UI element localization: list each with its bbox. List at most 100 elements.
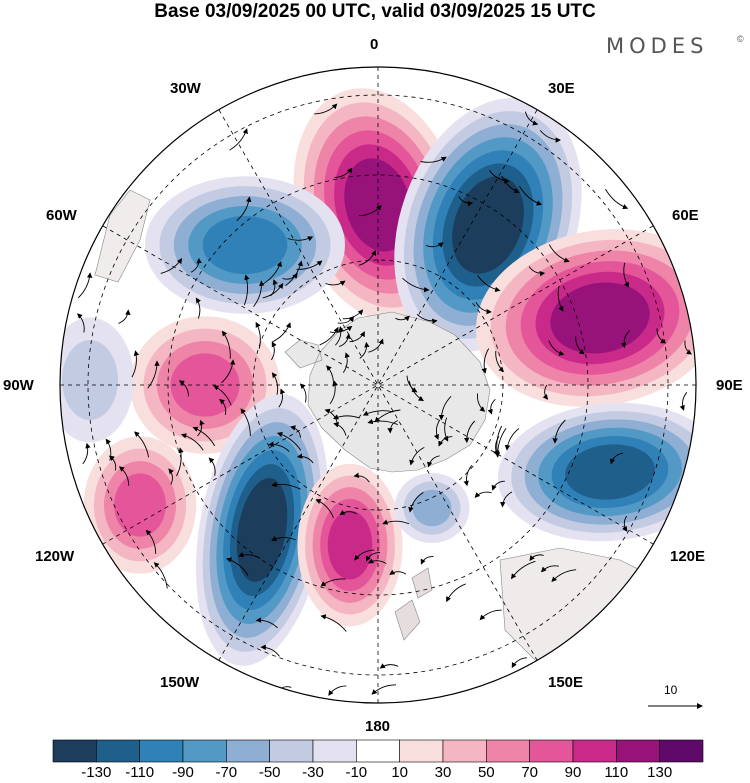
wind-vector [504,428,520,451]
wind-vector [387,420,399,434]
wind-vector [271,372,279,395]
wind-vector [495,350,505,373]
wind-vector [684,340,693,355]
wind-vector [620,330,631,349]
wind-vector [240,408,251,437]
wind-vector [276,431,302,451]
south-america-tip [94,189,151,283]
anomaly-band [550,282,650,354]
wind-vector [487,398,496,415]
wind-vector [519,185,543,206]
lon-label-120w: 120W [35,548,75,565]
wind-vector [491,480,505,491]
wind-vector [528,266,546,277]
wind-vector [335,326,344,346]
wind-vector [82,442,91,465]
wind-vector [153,562,168,589]
wind-vector [253,280,265,307]
wind-vector [501,175,520,194]
wind-vector [263,261,282,285]
modes-logo: MODES [606,34,709,58]
wind-vector [320,614,347,632]
map-boundary [59,66,697,704]
colorbar-tick-label: 70 [521,764,539,781]
wind-vector [278,388,286,408]
anomaly-positive-125W [83,436,197,574]
anomaly-positive-165E [297,463,403,627]
anomaly-band [565,444,655,500]
wind-vector [271,481,301,490]
wind-vector [192,426,216,447]
wind-vector [443,417,449,442]
wind-vector [314,103,338,115]
wind-vector [359,205,382,217]
wind-vector [408,492,424,513]
wind-vector [349,331,365,343]
wind-vector [339,509,357,516]
lon-label-150w: 150W [160,674,200,691]
wind-vector [539,130,561,143]
colorbar-swatch [399,739,444,763]
wind-vector [238,552,261,559]
colorbar-swatch [659,739,704,763]
wind-vector [575,336,585,355]
wind-vector [333,422,347,436]
anomaly-negative-150W [195,394,329,666]
australia [499,547,696,701]
wind-vector [353,472,370,483]
wind-vector [359,341,370,359]
wind-vector [320,578,346,587]
wind-vector [338,333,352,348]
anomaly-negative-110E [497,402,696,542]
wind-vector [488,170,510,184]
wind-vector [176,447,184,477]
wind-vector [324,408,338,424]
wind-vector [272,322,291,343]
wind-vector [328,685,347,696]
wind-vector [131,350,140,378]
wind-vector [337,316,355,324]
colorbar-swatch [182,739,227,763]
wind-vector [319,326,339,346]
wind-vector [679,392,688,411]
wind-vector [354,549,375,561]
map-disk [60,67,696,703]
wind-vector [219,398,227,415]
colorbar-tick-label: 110 [604,764,629,781]
colorbar-tick-label: -110 [125,764,155,781]
colorbar [52,739,704,763]
wind-vector [458,196,474,207]
lon-label-90e: 90E [716,377,743,394]
wind-vector [479,609,502,621]
wind-vector [548,244,570,263]
wind-vector [402,277,430,293]
map-title: Base 03/09/2025 00 UTC, valid 03/09/2025… [154,1,596,22]
wind-vector [160,258,183,274]
wind-vector [524,111,539,126]
wind-vector [287,236,314,242]
wind-vector [262,283,284,299]
wind-vector [552,419,566,444]
wind-vector [190,257,202,273]
wind-vector [358,249,377,266]
wind-vector [368,558,387,564]
wind-vector [446,583,466,603]
wind-vector [197,419,205,437]
colorbar-tick-label: -70 [215,764,238,781]
wind-vector [477,275,501,293]
anomaly-band [452,176,524,274]
lon-label-150e: 150E [548,674,584,691]
wind-vector [108,455,117,471]
wind-vector [605,188,629,210]
wind-vector [334,167,353,178]
anomaly-band [62,340,118,420]
wind-vector [208,457,216,476]
wind-vector [325,280,346,286]
wind-vector [213,385,232,406]
wind-vector [510,560,536,580]
wind-vector [389,569,407,575]
wind-vector [147,360,160,389]
lon-label-60w: 60W [46,207,77,224]
wind-vector [374,409,401,423]
